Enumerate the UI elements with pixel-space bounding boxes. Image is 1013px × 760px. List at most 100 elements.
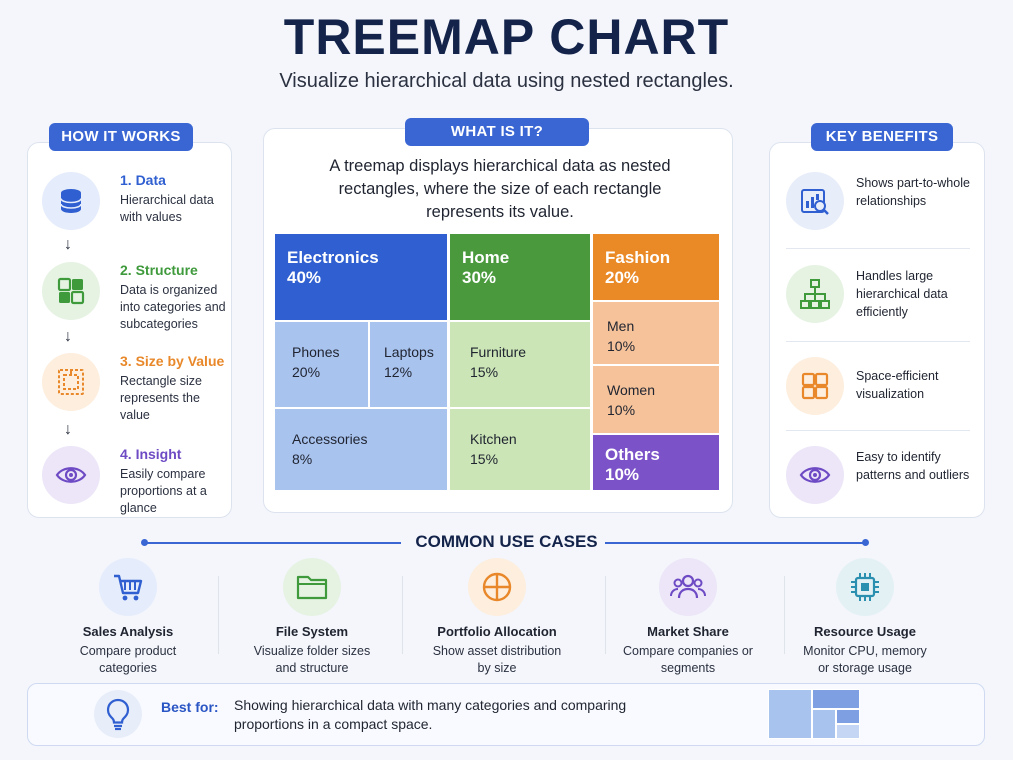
benefit-item: Space-efficient visualization bbox=[786, 357, 976, 429]
use-case-title: Sales Analysis bbox=[82, 624, 174, 639]
divider bbox=[786, 248, 970, 249]
chart-magnifier-icon bbox=[786, 172, 844, 230]
hierarchy-icon bbox=[786, 265, 844, 323]
treemap-value: 15% bbox=[470, 364, 499, 380]
treemap-label: Women bbox=[607, 382, 655, 398]
divider bbox=[146, 542, 401, 544]
use-case-desc: Monitor CPU, memory or storage usage bbox=[803, 644, 927, 675]
how-step-data: 1. Data Hierarchical data with values bbox=[42, 172, 232, 248]
eye-icon bbox=[786, 446, 844, 504]
divider bbox=[218, 576, 219, 654]
treemap-label: Fashion bbox=[605, 248, 671, 267]
database-icon bbox=[42, 172, 100, 230]
decor-dot bbox=[141, 539, 148, 546]
how-step-desc: Easily compare proportions at a glance bbox=[120, 467, 207, 515]
how-step-title: 2. Structure bbox=[120, 262, 198, 278]
treemap-value: 10% bbox=[605, 465, 640, 484]
how-it-works-label: HOW IT WORKS bbox=[49, 123, 193, 151]
cpu-chip-icon bbox=[836, 558, 894, 616]
divider bbox=[786, 341, 970, 342]
treemap-cell-others: Others 10% bbox=[592, 434, 720, 491]
how-step-desc: Data is organized into categories and su… bbox=[120, 283, 226, 331]
shopping-cart-icon bbox=[99, 558, 157, 616]
treemap-description: A treemap displays hierarchical data as … bbox=[329, 157, 671, 221]
mini-treemap-icon bbox=[768, 689, 860, 739]
divider bbox=[605, 576, 606, 654]
how-step-structure: 2. Structure Data is organized into cate… bbox=[42, 262, 232, 338]
use-case-desc: Compare product categories bbox=[79, 644, 177, 675]
benefit-text: Space-efficient visualization bbox=[856, 369, 939, 401]
eye-icon bbox=[42, 446, 100, 504]
benefit-item: Shows part-to-whole relationships bbox=[786, 172, 976, 244]
use-cases-heading: COMMON USE CASES bbox=[415, 532, 598, 551]
page-title: TREEMAP CHART bbox=[283, 9, 730, 65]
use-case-file-system: File System Visualize folder sizes and s… bbox=[222, 558, 402, 677]
treemap-cell-fashion: Fashion 20% bbox=[592, 233, 720, 301]
divider bbox=[786, 430, 970, 431]
key-benefits-label: KEY BENEFITS bbox=[811, 123, 953, 151]
treemap-cell-women: Women 10% bbox=[592, 365, 720, 434]
treemap-value: 40% bbox=[287, 268, 322, 287]
treemap-label: Electronics bbox=[287, 248, 379, 267]
nested-squares-icon bbox=[42, 353, 100, 411]
treemap-value: 12% bbox=[384, 364, 413, 380]
benefit-text: Shows part-to-whole relationships bbox=[856, 176, 970, 208]
treemap-cell-accessories: Accessories 8% bbox=[274, 408, 448, 491]
treemap-cell-phones: Phones 20% bbox=[274, 321, 369, 408]
divider bbox=[402, 576, 403, 654]
use-case-market-share: Market Share Compare companies or segmen… bbox=[598, 558, 778, 677]
treemap-value: 20% bbox=[605, 268, 640, 287]
treemap-cell-furniture: Furniture 15% bbox=[449, 321, 591, 408]
how-step-desc: Rectangle size represents the value bbox=[120, 374, 202, 422]
benefit-text: Handles large hierarchical data efficien… bbox=[856, 269, 948, 319]
best-for-label: Best for: bbox=[161, 699, 219, 715]
treemap-cell-kitchen: Kitchen 15% bbox=[449, 408, 591, 491]
treemap-value: 10% bbox=[607, 338, 636, 354]
use-case-resource-usage: Resource Usage Monitor CPU, memory or st… bbox=[775, 558, 955, 677]
treemap-value: 15% bbox=[470, 451, 499, 467]
best-for-banner: Best for: Showing hierarchical data with… bbox=[27, 683, 985, 746]
what-is-it-label: WHAT IS IT? bbox=[405, 118, 589, 146]
treemap-label: Home bbox=[462, 248, 510, 267]
treemap-label: Laptops bbox=[384, 344, 434, 360]
treemap-label: Men bbox=[607, 318, 635, 334]
use-case-desc: Visualize folder sizes and structure bbox=[253, 644, 371, 675]
treemap-cell-electronics: Electronics 40% bbox=[274, 233, 448, 321]
benefit-item: Handles large hierarchical data efficien… bbox=[786, 265, 976, 337]
treemap-cell-home: Home 30% bbox=[449, 233, 591, 321]
down-arrow-icon: ↓ bbox=[64, 236, 72, 253]
how-step-title: 1. Data bbox=[120, 172, 166, 188]
how-step-insight: 4. Insight Easily compare proportions at… bbox=[42, 446, 232, 522]
treemap-value: 30% bbox=[462, 268, 497, 287]
treemap-label: Kitchen bbox=[470, 431, 517, 447]
treemap-value: 20% bbox=[292, 364, 321, 380]
best-for-text: Showing hierarchical data with many cate… bbox=[234, 697, 627, 732]
folder-icon bbox=[283, 558, 341, 616]
use-case-title: Resource Usage bbox=[814, 624, 916, 639]
grid-icon bbox=[786, 357, 844, 415]
use-case-desc: Show asset distribution by size bbox=[432, 644, 562, 675]
treemap-label: Accessories bbox=[292, 431, 368, 447]
benefit-item: Easy to identify patterns and outliers bbox=[786, 446, 976, 518]
treemap-label: Others bbox=[605, 445, 660, 464]
how-step-size-by-value: 3. Size by Value Rectangle size represen… bbox=[42, 353, 232, 429]
how-step-title: 4. Insight bbox=[120, 446, 182, 462]
grid-icon bbox=[42, 262, 100, 320]
treemap-label: Phones bbox=[292, 344, 340, 360]
treemap-chart: Electronics 40% Phones 20% Laptops 12% A… bbox=[274, 233, 720, 491]
users-icon bbox=[659, 558, 717, 616]
treemap-cell-men: Men 10% bbox=[592, 301, 720, 365]
how-step-desc: Hierarchical data with values bbox=[120, 193, 214, 224]
use-case-title: File System bbox=[275, 624, 349, 639]
use-case-title: Market Share bbox=[647, 624, 729, 639]
decor-dot bbox=[862, 539, 869, 546]
divider bbox=[784, 576, 785, 654]
page-subtitle: Visualize hierarchical data using nested… bbox=[279, 70, 734, 92]
lightbulb-icon bbox=[94, 690, 142, 738]
use-case-portfolio-allocation: Portfolio Allocation Show asset distribu… bbox=[407, 558, 587, 677]
treemap-value: 10% bbox=[607, 402, 636, 418]
use-case-title: Portfolio Allocation bbox=[437, 624, 557, 639]
use-case-sales-analysis: Sales Analysis Compare product categorie… bbox=[38, 558, 218, 677]
down-arrow-icon: ↓ bbox=[64, 421, 72, 438]
use-case-desc: Compare companies or segments bbox=[623, 644, 753, 675]
